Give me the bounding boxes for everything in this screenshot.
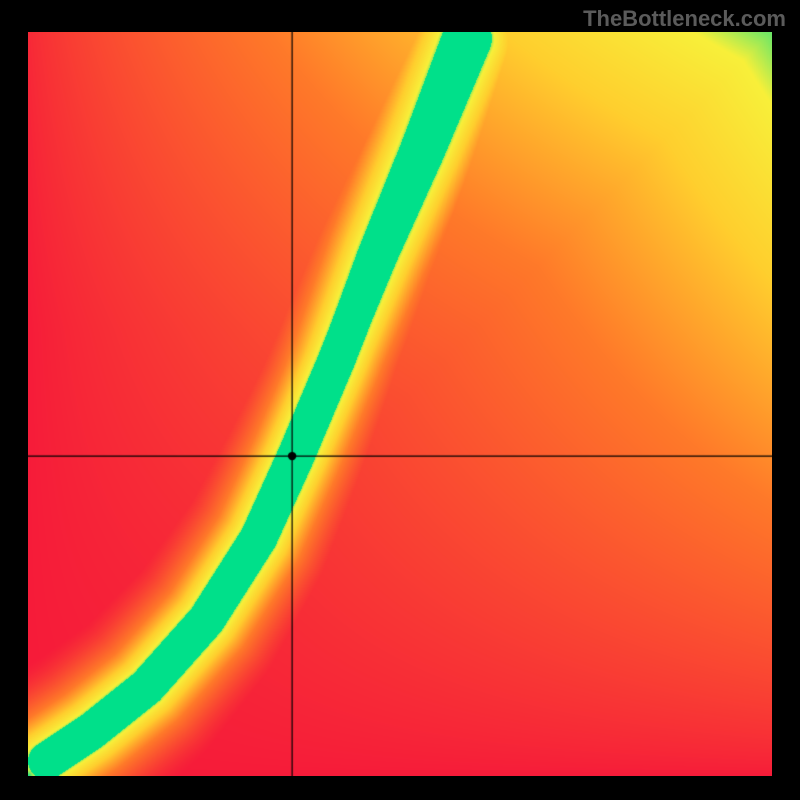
chart-frame: TheBottleneck.com	[0, 0, 800, 800]
heatmap-canvas	[28, 32, 772, 776]
plot-area	[28, 32, 772, 776]
watermark-text: TheBottleneck.com	[583, 6, 786, 32]
